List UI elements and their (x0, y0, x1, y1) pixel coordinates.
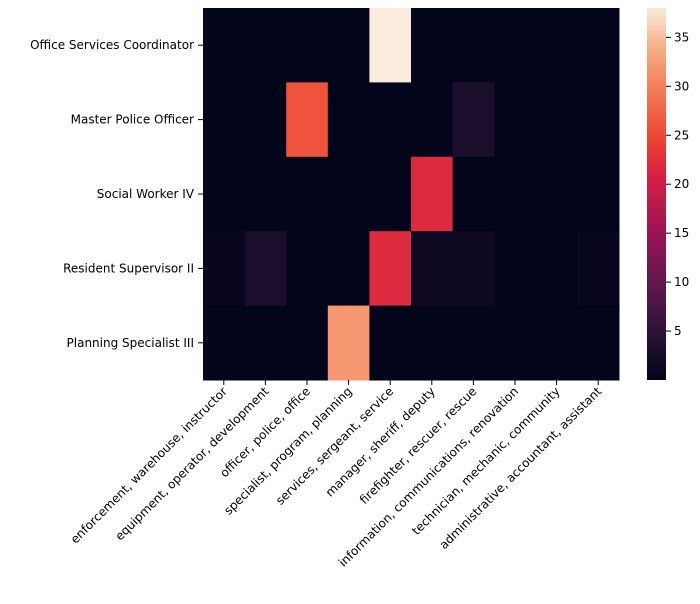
heatmap-cell (203, 231, 246, 307)
colorbar-gradient (647, 8, 666, 380)
heatmap-cell (327, 8, 370, 83)
heatmap-cell (535, 231, 578, 307)
colorbar: 5 10 15 20 25 30 35 (647, 8, 689, 380)
colorbar-tick-label: 35 (674, 30, 689, 44)
heatmap-cell (369, 305, 412, 381)
heatmap-cell (411, 231, 454, 307)
heatmap-cell (452, 82, 495, 158)
x-axis: enforcement, warehouse, instructorequipm… (68, 380, 605, 569)
heatmap-cell (577, 8, 620, 83)
heatmap-cell (535, 8, 578, 83)
heatmap-cell (286, 156, 329, 232)
heatmap-cell (369, 8, 412, 83)
heatmap-cell (203, 156, 246, 232)
heatmap-cell (494, 156, 537, 232)
heatmap-cell (327, 305, 370, 381)
heatmap-cell (286, 231, 329, 307)
y-tick-label: Master Police Officer (71, 113, 194, 127)
heatmap-cell (286, 8, 329, 83)
heatmap-cell (535, 156, 578, 232)
colorbar-tick-label: 10 (674, 275, 689, 289)
heatmap-cell (577, 82, 620, 158)
heatmap-cell (577, 305, 620, 381)
x-tick-label: technician, mechanic, community (409, 384, 563, 538)
heatmap-cell (244, 231, 287, 307)
y-tick-label: Planning Specialist III (67, 336, 194, 350)
heatmap-cell (286, 305, 329, 381)
colorbar-tick-label: 20 (674, 177, 689, 191)
heatmap-cell (535, 305, 578, 381)
colorbar-tick-label: 5 (674, 324, 682, 338)
heatmap-cell (244, 82, 287, 158)
heatmap-cell (203, 82, 246, 158)
heatmap-cell (286, 82, 329, 158)
heatmap-cell (327, 231, 370, 307)
heatmap-cell (244, 305, 287, 381)
heatmap-cell (411, 82, 454, 158)
x-tick-label: enforcement, warehouse, instructor (68, 384, 230, 546)
heatmap-cell (327, 156, 370, 232)
y-tick-label: Office Services Coordinator (30, 38, 194, 52)
heatmap-cell (244, 156, 287, 232)
x-tick-label: equipment, operator, development (112, 384, 271, 543)
heatmap-cell (494, 82, 537, 158)
heatmap-cells (203, 8, 620, 381)
heatmap-cell (411, 156, 454, 232)
heatmap-cell (244, 8, 287, 83)
heatmap-cell (577, 156, 620, 232)
y-tick-label: Social Worker IV (97, 187, 195, 201)
heatmap-cell (327, 82, 370, 158)
heatmap-cell (577, 231, 620, 307)
y-tick-label: Resident Supervisor II (63, 261, 194, 275)
heatmap-cell (452, 231, 495, 307)
heatmap-cell (494, 305, 537, 381)
heatmap-cell (494, 231, 537, 307)
y-axis: Office Services Coordinator Master Police… (30, 38, 203, 350)
heatmap-cell (411, 8, 454, 83)
heatmap-cell (369, 82, 412, 158)
colorbar-tick-label: 30 (674, 79, 689, 93)
heatmap-cell (494, 8, 537, 83)
heatmap-cell (452, 8, 495, 83)
heatmap-cell (369, 156, 412, 232)
heatmap-cell (535, 82, 578, 158)
heatmap-cell (369, 231, 412, 307)
heatmap-cell (203, 305, 246, 381)
colorbar-tick-label: 25 (674, 128, 689, 142)
heatmap-cell (411, 305, 454, 381)
heatmap-cell (452, 305, 495, 381)
colorbar-tick-label: 15 (674, 226, 689, 240)
heatmap-cell (452, 156, 495, 232)
heatmap-cell (203, 8, 246, 83)
